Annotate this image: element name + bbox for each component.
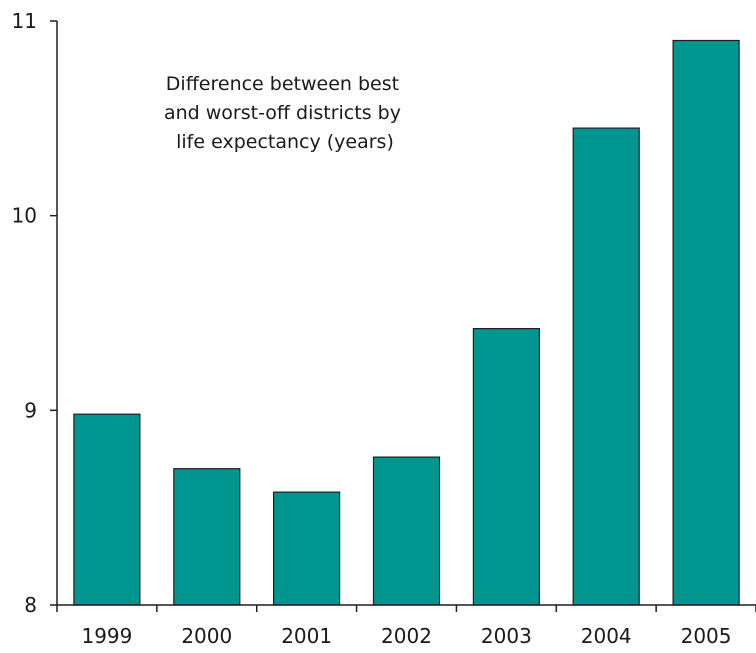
x-tick-label-1999: 1999 xyxy=(81,624,132,648)
y-tick-label-8: 8 xyxy=(24,593,37,617)
x-tick-label-2003: 2003 xyxy=(481,624,532,648)
bar-2002 xyxy=(372,456,441,606)
y-tick-label-11: 11 xyxy=(12,9,37,33)
chart-title-line-2: and worst-off districts by xyxy=(164,102,401,124)
bar-2004 xyxy=(572,127,640,606)
bar-2003 xyxy=(472,328,540,606)
y-tick-label-10: 10 xyxy=(12,204,37,228)
y-ticks-group: 8 9 10 11 xyxy=(12,9,57,617)
x-tick-label-2002: 2002 xyxy=(381,624,432,648)
x-tick-label-2001: 2001 xyxy=(281,624,332,648)
bar-2005 xyxy=(672,39,740,606)
bars-group xyxy=(73,39,740,606)
x-ticks-group: 1999 2000 2001 2002 2003 2004 2005 xyxy=(56,605,756,648)
bar-2001 xyxy=(273,491,341,606)
y-tick-label-9: 9 xyxy=(24,398,37,422)
x-tick-label-2000: 2000 xyxy=(181,624,232,648)
axes-group xyxy=(56,21,756,606)
x-tick-label-2004: 2004 xyxy=(581,624,632,648)
bar-1999 xyxy=(73,413,141,606)
bar-2000 xyxy=(173,468,241,606)
x-tick-label-2005: 2005 xyxy=(681,624,732,648)
chart-title-line-3: life expectancy (years) xyxy=(176,131,394,153)
chart-title-line-1: Difference between best xyxy=(166,73,399,95)
chart-title: Difference between best and worst-off di… xyxy=(164,73,406,153)
